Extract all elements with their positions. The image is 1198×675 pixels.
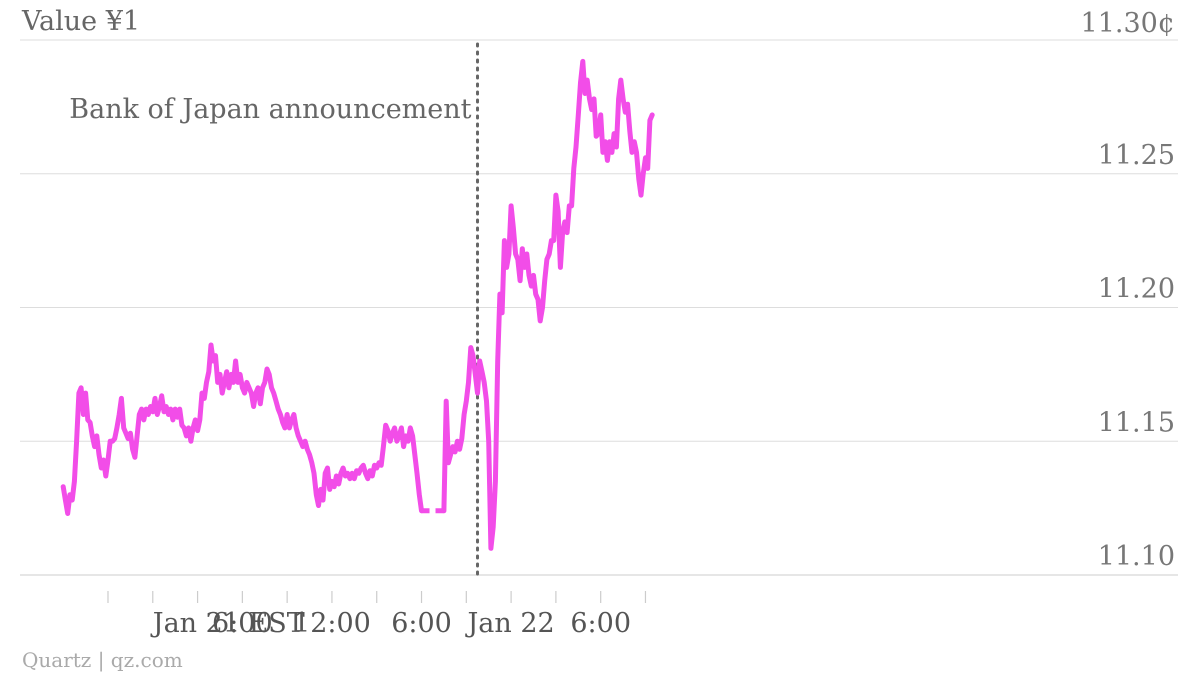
x-tick-label: Jan 21 EST [150, 608, 305, 639]
x-tick-label: 6:00 [391, 608, 452, 639]
x-tick-label: Jan 22 [464, 608, 554, 639]
y-tick-label: 11.25 [1098, 140, 1175, 171]
y-tick-label: 11.30¢ [1081, 8, 1175, 39]
series-segment [441, 58, 655, 551]
y-tick-label: 11.15 [1098, 407, 1175, 438]
y-tick-label: 11.20 [1098, 274, 1175, 305]
series-segment [60, 342, 424, 516]
annotation-label: Bank of Japan announcement [69, 94, 471, 125]
x-tick-label: 6:00 [570, 608, 631, 639]
y-axis-labels: 11.10 11.15 11.20 11.25 11.30¢ [1081, 8, 1175, 572]
series-line [60, 58, 655, 551]
x-tick-label: 6:00 [212, 608, 273, 639]
source-credit: Quartz | qz.com [22, 648, 183, 673]
y-tick-label: 11.10 [1098, 541, 1175, 572]
chart-title: Value ¥1 [21, 6, 140, 37]
x-tick-label: 12:00 [293, 608, 371, 639]
gridlines [20, 39, 1178, 576]
